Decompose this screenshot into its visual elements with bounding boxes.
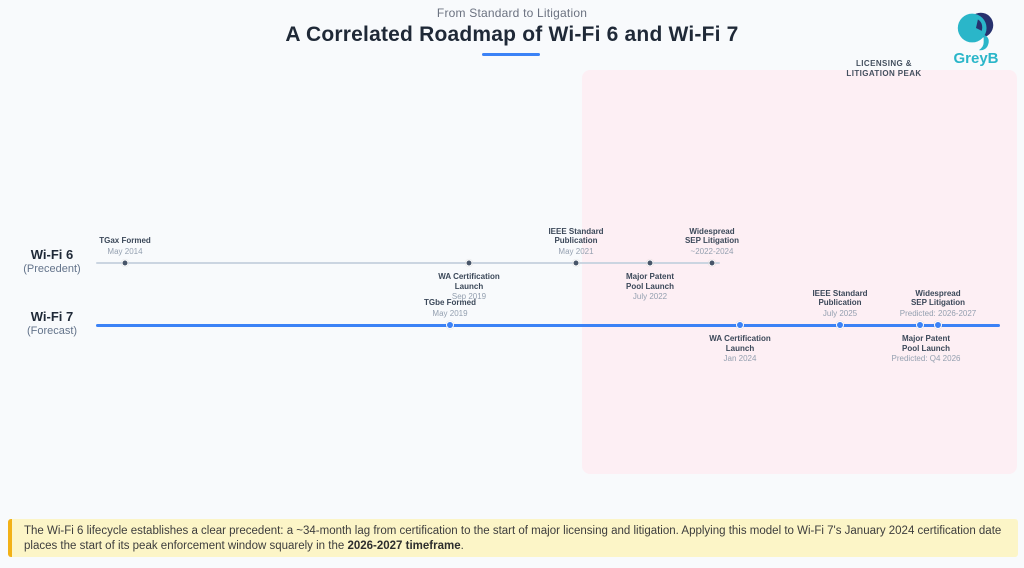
milestone-title: Publication <box>554 236 598 245</box>
milestone-title: Launch <box>725 343 755 353</box>
wifi6-milestone-dot <box>646 259 654 267</box>
insight-note: The Wi-Fi 6 lifecycle establishes a clea… <box>8 519 1018 557</box>
wifi7-milestone-dot <box>736 321 744 329</box>
wifi6-milestone-dot <box>465 259 473 267</box>
wifi6-milestone-label: Widespread SEP Litigation ~2022-2024 <box>685 227 739 257</box>
header: From Standard to Litigation A Correlated… <box>0 6 1024 47</box>
milestone-title: Publication <box>818 298 862 307</box>
milestone-date: Predicted: 2026-2027 <box>899 308 977 318</box>
milestone-title: IEEE Standard <box>812 288 868 298</box>
milestone-date: Predicted: Q4 2026 <box>891 354 961 363</box>
milestone-date: July 2025 <box>822 308 858 318</box>
page-title: A Correlated Roadmap of Wi-Fi 6 and Wi-F… <box>285 23 739 46</box>
milestone-date: ~2022-2024 <box>690 246 734 256</box>
note-tail: . <box>460 540 464 552</box>
wifi6-milestone-label: WA Certification Launch Sep 2019 <box>438 272 499 302</box>
wifi6-row-label: Wi-Fi 6 (Precedent) <box>23 247 81 275</box>
wifi6-milestone-dot <box>121 259 129 267</box>
greyb-logo: GreyB <box>936 6 1016 67</box>
milestone-title: SEP Litigation <box>684 236 740 245</box>
milestone-date: May 2021 <box>558 246 594 256</box>
milestone-title: WA Certification <box>438 272 500 281</box>
wifi6-timeline-line <box>96 262 720 264</box>
note-text: The Wi-Fi 6 lifecycle establishes a clea… <box>24 525 1002 552</box>
milestone-title: TGax Formed <box>99 236 151 245</box>
wifi7-milestone-label: WA Certification Launch Jan 2024 <box>709 334 770 364</box>
milestone-title: Pool Launch <box>902 343 950 353</box>
milestone-title: Launch <box>454 281 484 291</box>
wifi6-milestone-dot <box>708 259 716 267</box>
greyb-logo-text: GreyB <box>953 50 999 67</box>
greyb-logo-icon <box>936 6 1016 52</box>
milestone-title: WA Certification <box>709 334 771 343</box>
wifi7-milestone-label: Major Patent Pool Launch Predicted: Q4 202… <box>892 334 961 364</box>
note-highlight: 2026-2027 timeframe <box>347 540 461 552</box>
wifi7-milestone-dot <box>446 321 454 329</box>
milestone-title: IEEE Standard <box>548 226 604 236</box>
peak-band-label: LICENSING & LITIGATION PEAK <box>846 59 922 78</box>
wifi7-milestone-dot <box>836 321 844 329</box>
wifi7-row-label: Wi-Fi 7 (Forecast) <box>26 309 78 337</box>
subtitle: From Standard to Litigation <box>436 6 588 20</box>
milestone-title: Widespread <box>915 288 961 298</box>
wifi7-milestone-label: TGbe Formed May 2019 <box>424 298 476 318</box>
milestone-title: TGbe Formed <box>423 298 477 307</box>
milestone-date: Sep 2019 <box>451 292 487 301</box>
wifi6-milestone-label: TGax Formed May 2014 <box>99 236 151 256</box>
milestone-title: Widespread <box>689 226 735 236</box>
licensing-litigation-peak-band <box>582 70 1017 474</box>
milestone-date: May 2014 <box>107 246 143 256</box>
wifi6-milestone-label: IEEE Standard Publication May 2021 <box>548 227 603 257</box>
milestone-date: Jan 2024 <box>723 354 757 363</box>
milestone-title: Major Patent <box>901 334 950 343</box>
milestone-date: July 2022 <box>632 292 668 301</box>
wifi6-milestone-label: Major Patent Pool Launch July 2022 <box>626 272 674 302</box>
wifi7-milestone-label: IEEE Standard Publication July 2025 <box>812 289 867 319</box>
milestone-title: Major Patent <box>625 272 675 281</box>
title-underline <box>482 53 540 56</box>
milestone-date: May 2019 <box>432 308 468 318</box>
milestone-title: Pool Launch <box>625 281 674 291</box>
wifi7-milestone-dot <box>934 321 942 329</box>
wifi7-milestone-label: Widespread SEP Litigation Predicted: 2026-… <box>900 289 977 319</box>
wifi7-timeline-line <box>96 323 1000 327</box>
milestone-title: SEP Litigation <box>910 298 966 307</box>
wifi6-milestone-dot <box>572 259 580 267</box>
wifi7-milestone-dot <box>916 321 924 329</box>
